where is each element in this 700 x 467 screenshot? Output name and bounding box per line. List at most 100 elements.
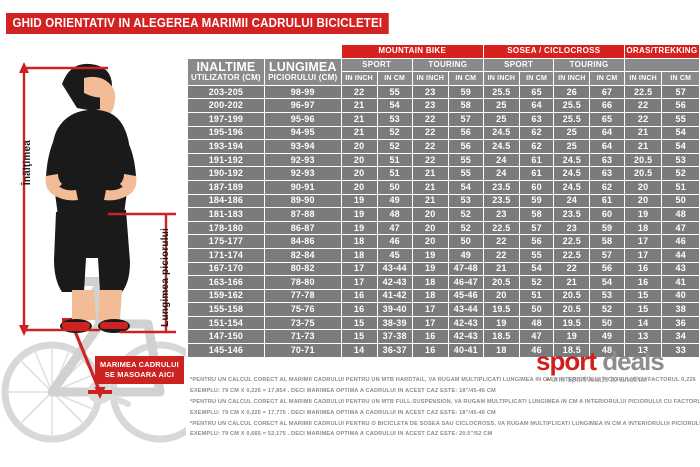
cell-size: 64 xyxy=(590,140,624,153)
cell-size: 36-37 xyxy=(377,344,412,357)
cell-size: 52 xyxy=(519,276,554,289)
cell-size: 21 xyxy=(624,140,662,153)
cell-lungimea: 75-76 xyxy=(264,303,341,316)
cell-size: 52 xyxy=(590,303,624,316)
cell-lungimea: 95-96 xyxy=(264,112,341,126)
subgroup-header-trekking xyxy=(624,58,699,72)
cell-size: 19 xyxy=(341,194,377,208)
frame-measure-note-line1: MARIMEA CADRULUI xyxy=(100,360,179,369)
footnote-5: EXEMPLU: 79 CM X 0,665 = 52,175 . DECI M… xyxy=(190,431,493,438)
cell-size: 47-48 xyxy=(448,262,483,276)
cell-size: 48 xyxy=(519,316,554,330)
cell-size: 20 xyxy=(412,235,448,248)
cell-size: 51 xyxy=(662,180,699,194)
col-header-inaltime: INALTIME UTILIZATOR (CM) xyxy=(188,58,264,85)
person-graphic xyxy=(45,63,137,333)
cell-size: 24.5 xyxy=(554,167,590,180)
cell-size: 21 xyxy=(624,126,662,140)
table-row: 181-183 87-88 19 48 20 52 23 58 23.5 60 19 48 xyxy=(188,208,699,221)
cell-size: 16 xyxy=(341,303,377,316)
cell-size: 20 xyxy=(341,140,377,153)
cell-size: 19.5 xyxy=(554,316,590,330)
cell-size: 23.5 xyxy=(483,194,519,208)
unit-header-1: IN CM xyxy=(377,72,412,85)
cell-size: 16 xyxy=(624,262,662,276)
cell-size: 19 xyxy=(624,208,662,221)
cell-size: 26 xyxy=(554,85,590,99)
cell-size: 44 xyxy=(662,248,699,262)
cell-size: 15 xyxy=(341,330,377,344)
cell-size: 53 xyxy=(448,194,483,208)
cell-size: 25 xyxy=(483,112,519,126)
cell-size: 36 xyxy=(662,316,699,330)
col-header-inaltime-main: INALTIME xyxy=(196,59,256,74)
cell-size: 41-42 xyxy=(377,289,412,303)
cell-size: 56 xyxy=(590,262,624,276)
cell-size: 61 xyxy=(590,194,624,208)
cell-size: 58 xyxy=(590,235,624,248)
table-row: 200-202 96-97 21 54 23 58 25 64 25.5 66 22 56 xyxy=(188,99,699,112)
cell-size: 20.5 xyxy=(554,289,590,303)
cell-size: 59 xyxy=(519,194,554,208)
cell-size: 18 xyxy=(341,248,377,262)
cell-size: 22 xyxy=(412,153,448,167)
cell-size: 43-44 xyxy=(377,262,412,276)
table-group-header-row: MOUNTAIN BIKE SOSEA / CICLOCROSS ORAS/TR… xyxy=(188,45,699,58)
cell-inaltime: 167-170 xyxy=(188,262,264,276)
cell-size: 19.5 xyxy=(483,303,519,316)
cell-size: 50 xyxy=(662,194,699,208)
frame-measure-note-line2: SE MASOARA AICI xyxy=(104,369,175,379)
cell-size: 54 xyxy=(377,99,412,112)
cell-size: 20 xyxy=(341,167,377,180)
cell-size: 22.5 xyxy=(554,235,590,248)
cell-size: 54 xyxy=(662,126,699,140)
cell-inaltime: 159-162 xyxy=(188,289,264,303)
cell-size: 16 xyxy=(341,289,377,303)
cell-lungimea: 90-91 xyxy=(264,180,341,194)
cell-size: 23 xyxy=(483,208,519,221)
table-row: 178-180 86-87 19 47 20 52 22.5 57 23 59 18 47 xyxy=(188,221,699,235)
cell-size: 21 xyxy=(341,126,377,140)
cell-size: 62 xyxy=(519,140,554,153)
cell-inaltime: 191-192 xyxy=(188,153,264,167)
subgroup-header-mtb-touring: TOURING xyxy=(412,58,483,72)
cell-size: 22.5 xyxy=(624,85,662,99)
cell-size: 65 xyxy=(519,85,554,99)
spacer-cell xyxy=(188,45,264,58)
cell-size: 59 xyxy=(448,85,483,99)
cell-size: 56 xyxy=(662,99,699,112)
cell-size: 62 xyxy=(590,180,624,194)
cell-lungimea: 86-87 xyxy=(264,221,341,235)
cell-size: 54 xyxy=(590,276,624,289)
cell-inaltime: 155-158 xyxy=(188,303,264,316)
cell-size: 56 xyxy=(448,126,483,140)
cell-size: 17 xyxy=(341,276,377,289)
leg-measure-bracket xyxy=(108,212,176,334)
col-header-lungimea-sub: PICIORULUI (CM) xyxy=(268,73,338,83)
cell-size: 58 xyxy=(448,99,483,112)
cell-size: 60 xyxy=(519,180,554,194)
cell-inaltime: 193-194 xyxy=(188,140,264,153)
cell-size: 38-39 xyxy=(377,316,412,330)
cell-size: 46-47 xyxy=(448,276,483,289)
cell-lungimea: 71-73 xyxy=(264,330,341,344)
table-row: 171-174 82-84 18 45 19 49 22 55 22.5 57 17 44 xyxy=(188,248,699,262)
cell-size: 25 xyxy=(554,140,590,153)
cell-size: 15 xyxy=(341,316,377,330)
cell-size: 24.5 xyxy=(483,126,519,140)
cell-size: 61 xyxy=(519,167,554,180)
cell-size: 59 xyxy=(590,221,624,235)
cell-size: 60 xyxy=(590,208,624,221)
cell-inaltime: 151-154 xyxy=(188,316,264,330)
cell-lungimea: 92-93 xyxy=(264,153,341,167)
cell-size: 50 xyxy=(377,180,412,194)
table-subgroup-header-row: INALTIME UTILIZATOR (CM) LUNGIMEA PICIOR… xyxy=(188,58,699,85)
cell-size: 20 xyxy=(341,153,377,167)
cell-size: 22.5 xyxy=(554,248,590,262)
cell-size: 20 xyxy=(624,194,662,208)
table-row: 184-186 89-90 19 49 21 53 23.5 59 24 61 20 50 xyxy=(188,194,699,208)
cell-size: 66 xyxy=(590,99,624,112)
table-row: 145-146 70-71 14 36-37 16 40-41 18 46 18.5 48 13 33 xyxy=(188,344,699,357)
cell-size: 53 xyxy=(377,112,412,126)
